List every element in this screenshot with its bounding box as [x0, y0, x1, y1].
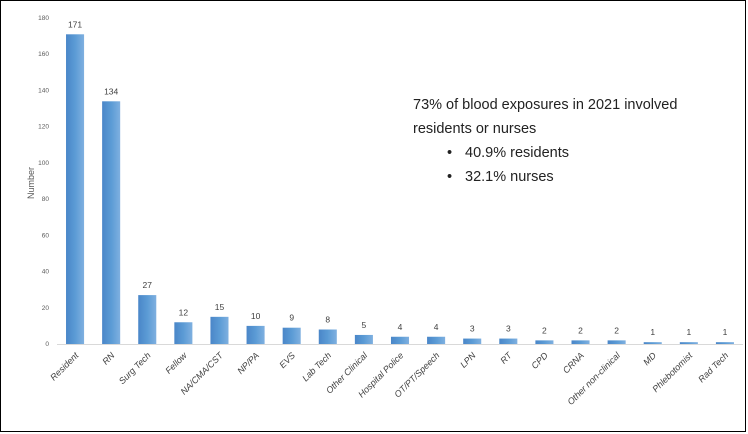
data-label: 4 — [434, 322, 439, 332]
bar — [354, 334, 373, 344]
y-tick-label: 140 — [38, 87, 49, 94]
y-tick-label: 0 — [45, 341, 49, 348]
category-label: CRNA — [561, 350, 586, 375]
data-label: 10 — [251, 311, 261, 321]
bar — [643, 342, 662, 344]
data-label: 2 — [542, 325, 547, 335]
y-tick-label: 60 — [42, 232, 50, 239]
data-label: 5 — [362, 320, 367, 330]
y-axis-label: Number — [26, 167, 36, 199]
data-label: 27 — [143, 280, 153, 290]
y-tick-label: 20 — [42, 305, 50, 312]
category-label: EVS — [277, 350, 297, 370]
bar — [318, 329, 337, 344]
annotation-text: 73% of blood exposures in 2021 involved … — [413, 97, 678, 137]
category-label: RT — [498, 349, 515, 366]
annotation-bullet: 32.1% nurses — [447, 165, 713, 189]
data-label: 15 — [215, 302, 225, 312]
bars — [66, 34, 734, 345]
data-label: 12 — [179, 307, 189, 317]
data-label: 1 — [650, 327, 655, 337]
data-labels: 171 134 27 12 15 10 9 8 5 4 4 3 3 2 2 2 1 1 1 — [68, 19, 728, 337]
annotation: 73% of blood exposures in 2021 involved … — [413, 93, 713, 189]
data-label: 3 — [470, 324, 475, 334]
category-label: LPN — [458, 350, 478, 370]
category-label: CPD — [529, 350, 550, 371]
bar — [138, 295, 157, 344]
bar — [210, 316, 229, 344]
bar — [102, 101, 121, 344]
category-label: Fellow — [163, 350, 189, 376]
y-tick-label: 160 — [38, 51, 49, 58]
bar — [390, 336, 410, 344]
category-label: NP/PA — [235, 350, 261, 376]
data-label: 134 — [104, 86, 118, 96]
y-tick-label: 180 — [38, 15, 49, 22]
bar — [715, 342, 734, 344]
data-label: 3 — [506, 324, 511, 334]
category-label: Surg Tech — [117, 350, 153, 386]
bar — [174, 322, 193, 344]
category-label: Rad Tech — [696, 350, 730, 384]
bar — [679, 342, 698, 344]
data-label: 8 — [325, 315, 330, 325]
category-label: MD — [641, 350, 658, 367]
y-tick-label: 80 — [42, 196, 50, 203]
bar — [463, 338, 482, 344]
y-tick-label: 120 — [38, 124, 49, 131]
y-tick-label: 100 — [38, 160, 49, 167]
category-label: Lab Tech — [300, 350, 333, 383]
bar — [427, 336, 446, 344]
bar — [246, 325, 265, 344]
bar — [535, 340, 554, 344]
bar — [607, 340, 626, 344]
bar — [571, 340, 590, 344]
data-label: 2 — [614, 325, 619, 335]
data-label: 4 — [398, 322, 403, 332]
bar — [282, 327, 301, 344]
annotation-bullet: 40.9% residents — [447, 141, 713, 165]
bar — [66, 34, 85, 345]
category-label: Resident — [48, 350, 81, 383]
data-label: 2 — [578, 325, 583, 335]
bar — [499, 338, 518, 344]
data-label: 1 — [723, 327, 728, 337]
data-label: 171 — [68, 19, 82, 29]
y-tick-label: 40 — [42, 269, 50, 276]
annotation-bullets: 40.9% residents 32.1% nurses — [413, 141, 713, 189]
category-label: RN — [100, 350, 117, 367]
data-label: 9 — [289, 313, 294, 323]
y-axis: 0 20 40 60 80 100 120 140 160 180 — [38, 15, 743, 348]
data-label: 1 — [686, 327, 691, 337]
